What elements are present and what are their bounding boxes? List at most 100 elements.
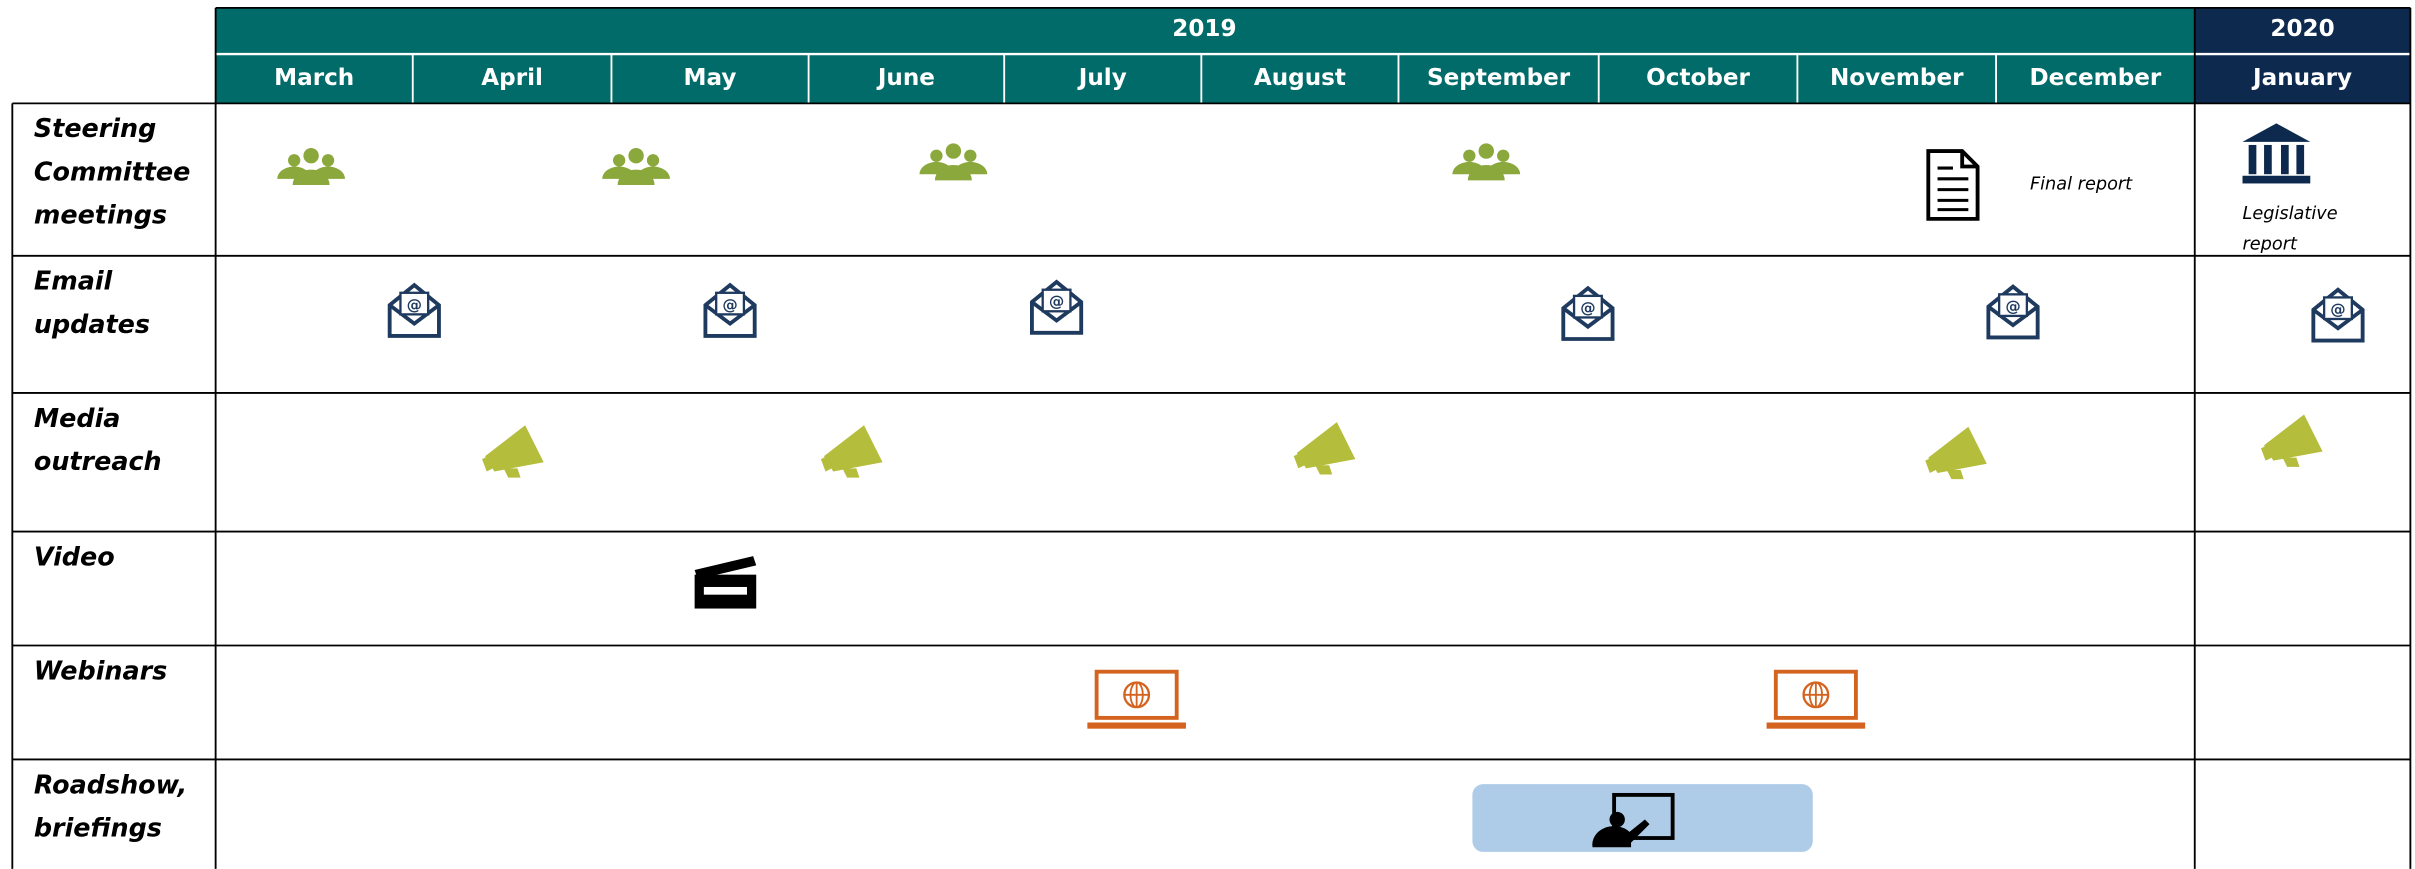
bank-icon-part	[2248, 144, 2257, 175]
envelope-icon-part	[2311, 287, 2365, 343]
envelope-icon-part	[1041, 288, 1072, 313]
envelope-icon: @	[2311, 287, 2365, 343]
envelope-icon-part: @	[1049, 293, 1064, 311]
megaphone-icon	[1293, 422, 1356, 475]
people-icon-part	[1452, 143, 1521, 181]
megaphone-icon-part	[820, 425, 883, 478]
people-icon-part	[1478, 143, 1494, 159]
megaphone-icon-part	[2260, 414, 2323, 467]
people-icon	[919, 143, 988, 181]
envelope-icon-part	[2322, 296, 2354, 321]
people-icon	[1452, 143, 1521, 181]
row-label: Webinars	[34, 655, 167, 685]
envelope-icon-part	[1030, 300, 1083, 323]
month-label: August	[1254, 65, 1346, 91]
envelope-icon-part	[704, 303, 756, 327]
megaphone-icon-part	[485, 425, 544, 472]
people-icon-part	[628, 148, 644, 164]
megaphone-icon-part	[1946, 469, 1964, 480]
annotation: Final report	[2030, 175, 2133, 195]
month-label: March	[274, 65, 354, 91]
row-label: Media outreach	[34, 403, 162, 476]
megaphone-icon-part	[482, 456, 493, 472]
envelope-icon-part	[1561, 285, 1615, 341]
envelope-icon: @	[1561, 285, 1615, 341]
presenter-icon-part	[1592, 792, 1675, 848]
envelope-icon-part: @	[1580, 299, 1595, 317]
envelope-icon-part	[1997, 293, 2029, 318]
envelope-icon-part: @	[2330, 300, 2345, 318]
people-icon-part	[919, 143, 988, 181]
megaphone-icon-part	[842, 468, 860, 478]
row-label: Steering Committee meetings	[34, 113, 199, 229]
year-label: 2019	[1172, 16, 1236, 42]
envelope-icon-part	[703, 282, 757, 338]
laptop-icon-part	[1773, 669, 1858, 720]
laptop-icon-part	[1124, 681, 1149, 709]
laptop-icon-part	[1773, 669, 1858, 720]
laptop-icon-part	[1094, 669, 1179, 720]
row-label: Email updates	[34, 266, 150, 339]
envelope-icon-part	[2312, 308, 2364, 331]
people-icon-part	[934, 164, 972, 181]
laptop-icon	[1766, 669, 1866, 729]
bank-icon-part	[2296, 144, 2305, 175]
people-icon-part	[930, 149, 943, 162]
megaphone-icon	[820, 425, 883, 478]
row-label: Roadshow, briefings	[34, 769, 196, 842]
doc-icon-part	[1937, 166, 1969, 212]
laptop-icon	[1087, 669, 1186, 729]
bank-icon-part	[2242, 123, 2311, 184]
envelope-icon-part	[1029, 279, 1084, 335]
envelope-icon: @	[387, 282, 441, 338]
people-icon-part	[945, 143, 962, 159]
envelope-icon-part	[1986, 284, 2040, 340]
month-label: November	[1830, 65, 1964, 91]
header-2020	[2194, 7, 2411, 104]
megaphone-icon-part	[2282, 457, 2300, 467]
people-icon-part	[303, 148, 319, 164]
laptop-icon-part	[1094, 669, 1179, 720]
envelope-icon-part: @	[722, 296, 737, 314]
video-icon	[694, 556, 757, 609]
envelope-icon-part	[388, 303, 441, 327]
year-label: 2020	[2270, 16, 2334, 42]
month-label: June	[876, 65, 935, 91]
people-icon-part	[292, 169, 330, 185]
envelope-icon-part	[1562, 306, 1614, 330]
doc-icon-part	[1926, 149, 1980, 221]
bank-icon-part	[2242, 175, 2311, 184]
megaphone-icon-part	[1293, 422, 1356, 475]
people-icon-part	[617, 169, 655, 185]
megaphone-icon-part	[1296, 422, 1356, 469]
video-icon-part	[703, 586, 747, 595]
bank-icon-part	[2281, 144, 2289, 175]
people-icon-part	[1467, 164, 1505, 181]
megaphone-icon	[2260, 414, 2323, 467]
presenter-icon-part	[1609, 811, 1625, 828]
megaphone-icon-part	[1928, 426, 1987, 474]
month-label: October	[1646, 65, 1750, 91]
megaphone-icon	[482, 425, 544, 478]
megaphone-icon-part	[1925, 426, 1987, 480]
month-label: July	[1077, 65, 1127, 91]
people-icon	[602, 148, 670, 185]
video-icon-part	[694, 556, 757, 580]
presenter-icon	[1592, 792, 1675, 848]
presenter-icon-part	[1592, 819, 1650, 848]
envelope-icon-part	[387, 282, 441, 338]
bank-icon-part	[2242, 123, 2311, 142]
envelope-icon: @	[703, 282, 757, 338]
laptop-icon-part	[1766, 722, 1866, 729]
laptop-icon-part	[1087, 722, 1186, 729]
envelope-icon-part	[1572, 294, 1603, 319]
people-icon	[277, 148, 345, 185]
envelope-icon-part	[715, 291, 746, 316]
envelope-icon-part	[1029, 279, 1084, 335]
envelope-icon-part	[703, 282, 757, 338]
month-label: December	[2029, 65, 2161, 91]
megaphone-icon-part	[1315, 465, 1333, 475]
megaphone-icon-part	[820, 456, 832, 472]
header-2019	[215, 7, 2195, 104]
